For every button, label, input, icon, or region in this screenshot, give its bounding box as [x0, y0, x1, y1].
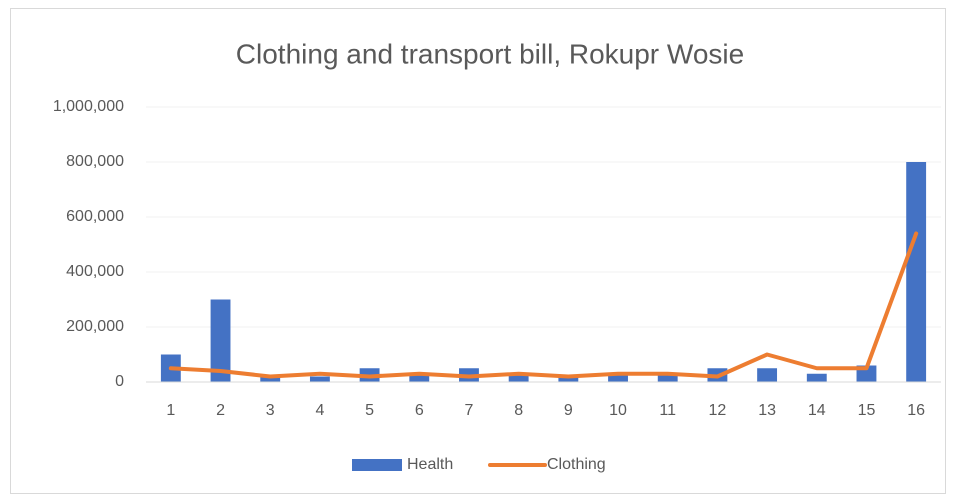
y-tick-label: 1,000,000 [53, 98, 124, 115]
bar [657, 373, 678, 382]
x-tick-label: 1 [166, 402, 175, 419]
x-tick-label: 2 [216, 402, 225, 419]
x-tick-label: 9 [564, 402, 573, 419]
bar [309, 376, 330, 382]
legend-label: Health [407, 456, 453, 473]
x-tick-label: 8 [514, 402, 523, 419]
x-tick-label: 5 [365, 402, 374, 419]
x-tick-label: 3 [266, 402, 275, 419]
y-tick-label: 200,000 [66, 318, 124, 335]
x-tick-label: 10 [609, 402, 627, 419]
chart-title: Clothing and transport bill, Rokupr Wosi… [236, 38, 744, 69]
legend-swatch [352, 459, 402, 471]
bar [210, 299, 231, 382]
y-tick-label: 0 [115, 373, 124, 390]
y-tick-label: 400,000 [66, 263, 124, 280]
bar [260, 376, 281, 382]
x-tick-label: 13 [758, 402, 776, 419]
bar [409, 375, 430, 382]
bar [757, 368, 778, 382]
x-tick-label: 6 [415, 402, 424, 419]
bar [508, 375, 529, 382]
bar [558, 376, 579, 382]
legend-label: Clothing [547, 456, 606, 473]
x-tick-label: 7 [465, 402, 474, 419]
y-tick-label: 800,000 [66, 153, 124, 170]
x-tick-label: 12 [709, 402, 727, 419]
chart-frame [10, 8, 946, 494]
y-tick-label: 600,000 [66, 208, 124, 225]
x-tick-label: 4 [315, 402, 324, 419]
bar [806, 373, 827, 382]
x-tick-label: 15 [858, 402, 876, 419]
bar [608, 373, 628, 382]
x-tick-label: 14 [808, 402, 826, 419]
x-tick-label: 16 [907, 402, 925, 419]
x-tick-label: 11 [659, 402, 676, 419]
bar [906, 162, 927, 382]
line [168, 231, 919, 379]
